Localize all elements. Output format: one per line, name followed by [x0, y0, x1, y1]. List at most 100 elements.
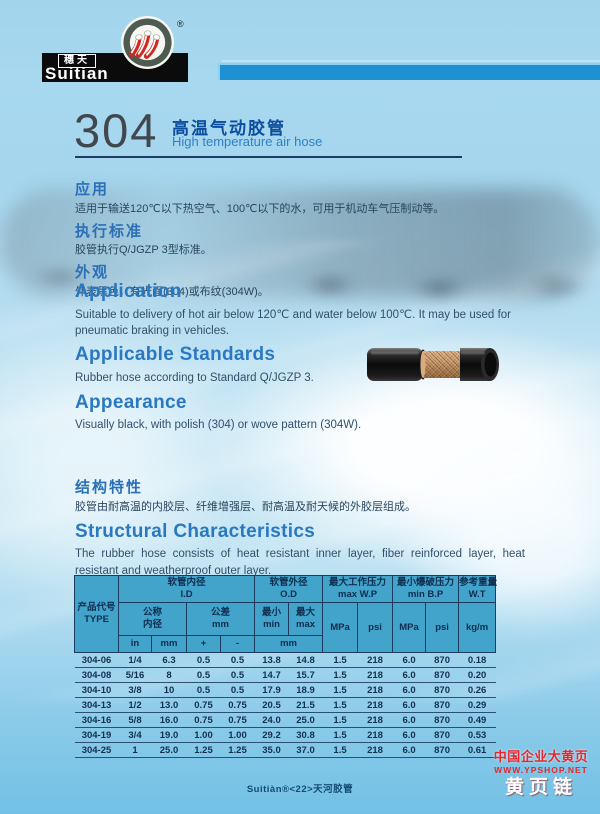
table-cell: 218 — [357, 652, 393, 668]
table-cell: 1.25 — [186, 742, 221, 758]
watermark-line2: WWW.YPSHOP.NET — [494, 765, 588, 775]
table-cell: 0.49 — [458, 712, 496, 728]
table-cell: 0.61 — [458, 742, 496, 758]
col-header-wt-en: W.T — [468, 589, 486, 600]
table-cell: 1.5 — [322, 712, 358, 728]
col-header-nominal-line1: 公称 — [142, 607, 162, 618]
unit-kgm-label: kg/m — [465, 621, 489, 633]
table-row: 304-10 3/8 10 0.5 0.5 17.9 18.9 1.5 218 6.0 870 0.2… — [74, 682, 496, 698]
table-cell: 6.0 — [392, 682, 426, 698]
table-cell: 0.5 — [186, 682, 221, 698]
table-cell: 1/4 — [118, 652, 152, 668]
table-cell: 3/8 — [118, 682, 152, 698]
table-cell: 13.0 — [151, 697, 187, 713]
brand-name-english: Suitian — [45, 64, 109, 83]
table-cell: 870 — [425, 742, 459, 758]
col-header-tolerance: 公差 mm — [185, 602, 256, 636]
table-cell: 870 — [425, 682, 459, 698]
unit-psi-label: psi — [368, 621, 382, 633]
table-cell: 35.0 — [254, 742, 289, 758]
table-cell: 1.25 — [220, 742, 255, 758]
col-header-type: 产品代号 TYPE — [74, 575, 119, 653]
table-cell: 1.5 — [322, 667, 358, 683]
table-cell: 218 — [357, 727, 393, 743]
table-cell: 218 — [357, 742, 393, 758]
table-cell: 870 — [425, 652, 459, 668]
col-header-min-cn: 最小 — [262, 607, 282, 618]
brand-logo-emblem-icon — [120, 15, 175, 70]
table-cell: 21.5 — [288, 697, 323, 713]
col-group-inner-diameter: 软管内径 I.D — [117, 575, 256, 603]
table-cell: 0.5 — [220, 652, 255, 668]
product-title-english: High temperature air hose — [172, 134, 323, 149]
table-cell: 6.0 — [392, 742, 426, 758]
table-cell: 25.0 — [151, 742, 187, 758]
table-cell: 18.9 — [288, 682, 323, 698]
table-cell: 0.29 — [458, 697, 496, 713]
col-group-od-cn: 软管外径 — [269, 577, 308, 588]
section-heading-application-cn: 应用 — [75, 181, 110, 198]
table-cell: 37.0 — [288, 742, 323, 758]
table-cell: 0.75 — [220, 712, 255, 728]
table-cell: 6.0 — [392, 667, 426, 683]
table-row: 304-06 1/4 6.3 0.5 0.5 13.8 14.8 1.5 218 6.0 870 0.… — [74, 652, 496, 668]
col-group-burst-pressure: 最小爆破压力 min B.P — [392, 575, 460, 603]
col-header-tolerance-cn: 公差 — [211, 607, 231, 618]
unit-header-plus: + — [186, 635, 221, 653]
table-cell: 0.26 — [458, 682, 496, 698]
section-heading-structure-cn: 结构特性 — [75, 479, 144, 496]
unit-header-mm: mm — [151, 635, 187, 653]
table-row: 304-19 3/4 19.0 1.00 1.00 29.2 30.8 1.5 218 6.0 87… — [74, 727, 496, 743]
section-body-application-cn: 适用于输送120℃以下热空气、100℃以下的水，可用于机动车气压制动等。 — [75, 202, 445, 215]
hose-product-image — [367, 348, 499, 381]
table-cell: 29.2 — [254, 727, 289, 743]
section-body-standards-cn: 胶管执行Q/JGZP 3型标准。 — [75, 244, 212, 257]
table-cell: 5/16 — [118, 667, 152, 683]
table-cell: 1.5 — [322, 727, 358, 743]
table-cell: 6.0 — [392, 652, 426, 668]
table-cell: 20.5 — [254, 697, 289, 713]
unit-mpa-label: MPa — [330, 621, 350, 633]
table-cell: 304-13 — [74, 697, 119, 713]
col-group-bp-en: min B.P — [407, 589, 444, 600]
col-header-od-min: 最小 min — [254, 602, 290, 636]
table-cell: 304-16 — [74, 712, 119, 728]
col-header-type-en: TYPE — [84, 614, 109, 625]
unit-od-mm-label: mm — [280, 638, 297, 649]
table-cell: 0.18 — [458, 652, 496, 668]
table-cell: 6.0 — [392, 697, 426, 713]
table-cell: 19.0 — [151, 727, 187, 743]
table-row: 304-13 1/2 13.0 0.75 0.75 20.5 21.5 1.5 218 6.0 87… — [74, 697, 496, 713]
col-group-id-cn: 软管内径 — [167, 577, 206, 588]
col-header-wp-mpa: MPa — [322, 602, 359, 653]
table-cell: 304-08 — [74, 667, 119, 683]
section-body-structure-cn: 胶管由耐高温的内胶层、纤维增强层、耐高温及耐天候的外胶层组成。 — [75, 500, 416, 513]
col-group-wp-cn: 最大工作压力 — [329, 577, 387, 588]
unit-minus-label: - — [235, 638, 240, 649]
table-cell: 10 — [151, 682, 187, 698]
brand-name-chinese: 穗天 — [58, 54, 96, 68]
table-cell: 1.00 — [186, 727, 221, 743]
table-cell: 0.53 — [458, 727, 496, 743]
table-cell: 5/8 — [118, 712, 152, 728]
col-header-max-cn: 最大 — [296, 607, 316, 618]
table-row: 304-08 5/16 8 0.5 0.5 14.7 15.7 1.5 218 6.0 870 0.2… — [74, 667, 496, 683]
table-cell: 304-10 — [74, 682, 119, 698]
col-header-weight: 参考重量 W.T — [458, 575, 497, 603]
watermark-line3: 黄页链 — [504, 777, 577, 798]
watermark: 中国企业大黄页 WWW.YPSHOP.NET 黄页链 — [486, 749, 596, 799]
section-body-appearance-en: Visually black, with polish (304) or wov… — [75, 419, 362, 432]
watermark-line1: 中国企业大黄页 — [493, 749, 589, 764]
col-header-max-en: max — [296, 619, 316, 630]
table-cell: 1/2 — [118, 697, 152, 713]
col-header-wp-psi: psi — [357, 602, 394, 653]
table-cell: 16.0 — [151, 712, 187, 728]
col-group-bp-cn: 最小爆破压力 — [397, 577, 455, 588]
table-row: 304-25 1 25.0 1.25 1.25 35.0 37.0 1.5 218 6.0 870 0… — [74, 742, 496, 758]
table-cell: 0.5 — [186, 652, 221, 668]
table-cell: 3/4 — [118, 727, 152, 743]
table-cell: 218 — [357, 712, 393, 728]
table-cell: 30.8 — [288, 727, 323, 743]
col-header-kgm: kg/m — [458, 602, 497, 653]
table-cell: 17.9 — [254, 682, 289, 698]
